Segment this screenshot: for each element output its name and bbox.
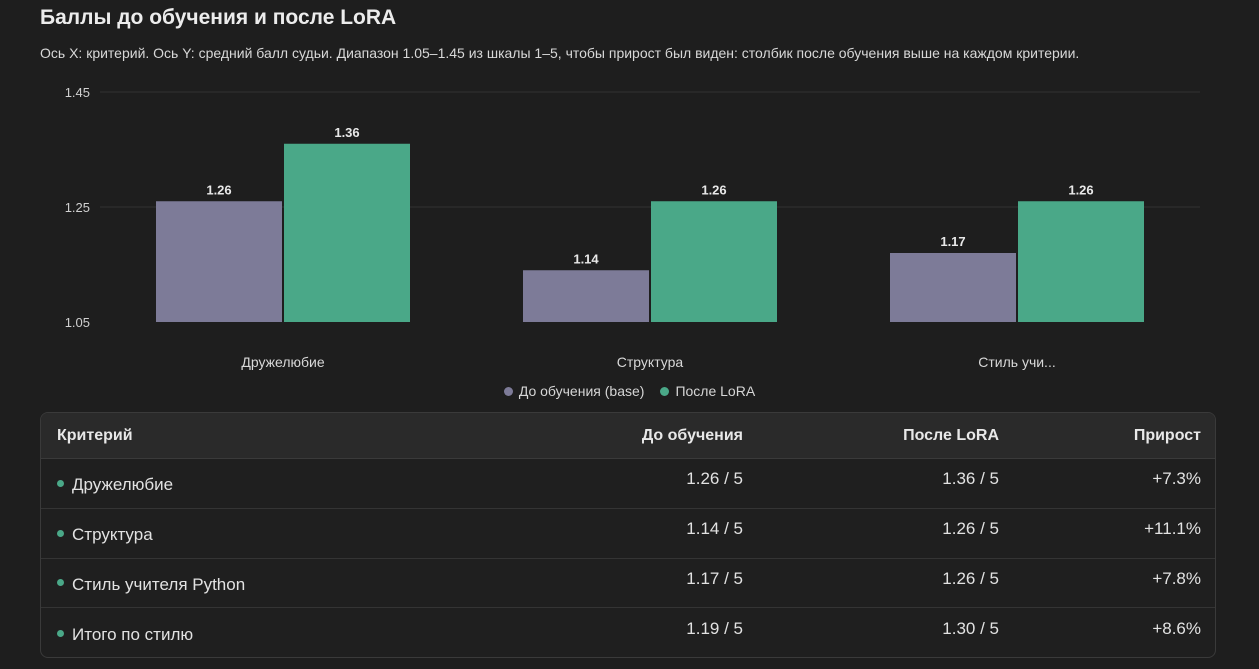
header-before[interactable]: До обучения xyxy=(641,426,743,444)
bullet-dot-icon xyxy=(57,629,64,637)
cell-criterion: Стиль учителя Python xyxy=(41,575,481,595)
cell-after: 1.30 / 5 xyxy=(942,619,999,639)
data-label: 1.26 xyxy=(701,182,726,197)
chart-title: Баллы до обучения и после LoRA xyxy=(40,6,397,29)
legend-swatch-base xyxy=(503,386,513,396)
bullet-dot-icon xyxy=(57,529,64,537)
cell-criterion: Итого по стилю xyxy=(41,625,481,645)
chart-subtitle: Ось X: критерий. Ось Y: средний балл суд… xyxy=(40,45,1080,61)
y-tick-label: 1.05 xyxy=(65,315,90,330)
data-label: 1.26 xyxy=(1068,182,1093,197)
table-row: Стиль учителя Python 1.17 / 5 1.26 / 5 +… xyxy=(41,559,1215,609)
cell-before: 1.17 / 5 xyxy=(686,568,743,588)
results-table: Критерий До обучения После LoRA Прирост … xyxy=(40,412,1216,658)
cell-criterion: Дружелюбие xyxy=(41,475,481,495)
legend-item-base[interactable]: До обучения (base) xyxy=(503,383,645,399)
cell-before: 1.26 / 5 xyxy=(686,469,743,489)
data-label: 1.26 xyxy=(206,182,231,197)
y-tick-label: 1.45 xyxy=(65,85,90,100)
bullet-dot-icon xyxy=(57,579,64,587)
data-label: 1.17 xyxy=(940,234,965,249)
table-row: Структура 1.14 / 5 1.26 / 5 +11.1% xyxy=(41,509,1215,559)
chart-legend: До обучения (base) После LoRA xyxy=(0,383,1259,399)
table-header: Критерий До обучения После LoRA Прирост xyxy=(41,413,1215,459)
cell-gain: +11.1% xyxy=(1144,519,1201,539)
cell-after: 1.36 / 5 xyxy=(942,469,999,489)
criterion-label: Стиль учителя Python xyxy=(72,574,246,594)
bar-lora xyxy=(651,201,777,322)
cell-gain: +7.3% xyxy=(1152,469,1201,489)
header-criterion[interactable]: Критерий xyxy=(57,426,133,444)
cell-before: 1.14 / 5 xyxy=(686,519,743,539)
cell-gain: +8.6% xyxy=(1152,619,1201,639)
legend-swatch-lora xyxy=(660,386,670,396)
x-category-label: Стиль учи... xyxy=(978,354,1055,370)
bar-lora xyxy=(284,143,410,322)
bullet-dot-icon xyxy=(57,479,64,487)
legend-label-lora: После LoRA xyxy=(675,383,756,399)
data-label: 1.14 xyxy=(573,251,599,266)
bar-lora xyxy=(1018,201,1144,322)
criterion-label: Дружелюбие xyxy=(72,475,174,495)
x-category-label: Структура xyxy=(617,354,684,370)
cell-after: 1.26 / 5 xyxy=(942,568,999,588)
header-gain[interactable]: Прирост xyxy=(1133,426,1201,444)
x-category-label: Дружелюбие xyxy=(241,354,324,370)
header-after[interactable]: После LoRA xyxy=(903,426,999,444)
data-label: 1.36 xyxy=(334,125,359,140)
bar-base xyxy=(890,253,1016,322)
bar-base xyxy=(523,270,649,322)
criterion-label: Структура xyxy=(72,525,153,545)
y-tick-label: 1.25 xyxy=(65,200,90,215)
cell-before: 1.19 / 5 xyxy=(686,619,743,639)
table-row: Дружелюбие 1.26 / 5 1.36 / 5 +7.3% xyxy=(41,459,1215,509)
table-row: Итого по стилю 1.19 / 5 1.30 / 5 +8.6% xyxy=(41,608,1215,657)
cell-criterion: Структура xyxy=(41,525,481,545)
bar-base xyxy=(156,201,282,322)
cell-gain: +7.8% xyxy=(1152,568,1201,588)
legend-label-base: До обучения (base) xyxy=(518,383,645,399)
bar-chart: 1.05 1.25 1.45 1.26 1.36 Дружелюбие 1.14 1.26 Ст… xyxy=(65,85,1200,370)
criterion-label: Итого по стилю xyxy=(72,625,194,645)
legend-item-lora[interactable]: После LoRA xyxy=(660,383,755,399)
cell-after: 1.26 / 5 xyxy=(942,519,999,539)
